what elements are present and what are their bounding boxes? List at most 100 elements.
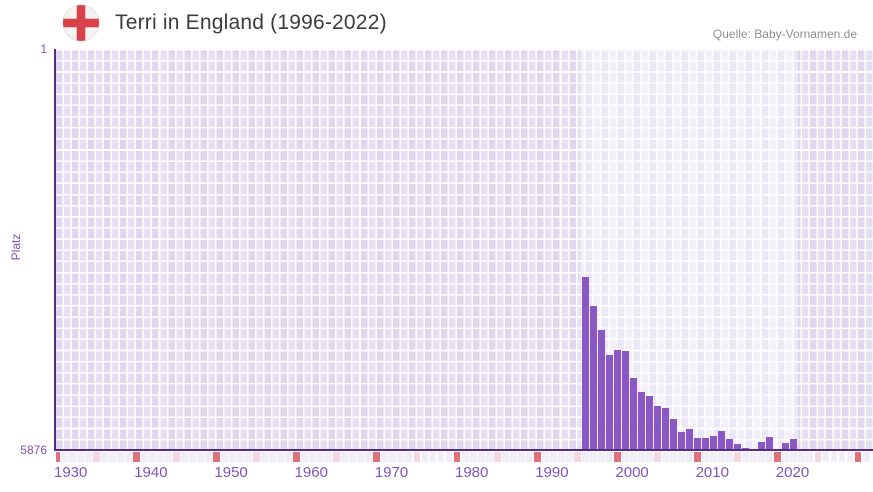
y-axis-tick-bottom: 5876	[20, 443, 47, 457]
year-cell-1939	[124, 452, 132, 462]
bar-2003[interactable]	[638, 392, 645, 450]
year-cell-1935	[92, 452, 100, 462]
year-cell-2007	[670, 452, 678, 462]
year-cell-2009	[686, 452, 694, 462]
year-cell-1991	[541, 452, 549, 462]
year-cell-1944	[164, 452, 172, 462]
year-cell-1965	[333, 452, 341, 462]
year-cell-2006	[662, 452, 669, 462]
bar-2000[interactable]	[614, 350, 621, 450]
year-cell-1943	[156, 452, 164, 462]
year-cell-1974	[405, 452, 413, 462]
year-cell-1994	[565, 452, 573, 462]
year-cell-1936	[100, 452, 108, 462]
year-cell-1949	[204, 452, 212, 462]
year-cell-1960	[293, 452, 301, 462]
bar-2004[interactable]	[646, 395, 653, 450]
year-cell-2017	[750, 452, 758, 462]
year-cell-1931	[60, 452, 68, 462]
year-cell-1973	[397, 452, 405, 462]
bar-1998[interactable]	[597, 330, 605, 450]
bar-2018[interactable]	[758, 442, 766, 450]
year-cell-2022	[790, 452, 798, 462]
bar-2002[interactable]	[630, 378, 637, 450]
year-cell-1997	[589, 452, 597, 462]
year-cell-2026	[822, 452, 830, 462]
year-cell-1946	[180, 452, 188, 462]
year-cell-2018	[758, 452, 766, 462]
year-cell-1971	[381, 452, 389, 462]
y-axis-tick-top: 1	[40, 42, 47, 56]
year-cell-1975	[413, 452, 421, 462]
x-axis-tick-2020: 2020	[775, 464, 810, 481]
year-cell-1999	[605, 452, 613, 462]
year-cell-1957	[269, 452, 277, 462]
y-axis-line	[54, 49, 56, 451]
bars-layer	[56, 49, 873, 450]
year-cell-2012	[710, 452, 718, 462]
year-cell-1930	[56, 452, 60, 462]
x-axis-tick-1940: 1940	[134, 464, 168, 481]
year-cell-2020	[774, 452, 782, 462]
x-axis-tick-1990: 1990	[535, 464, 569, 481]
bar-2015[interactable]	[734, 444, 742, 450]
bar-2019[interactable]	[766, 437, 774, 450]
x-axis-tick-1960: 1960	[294, 464, 328, 481]
x-axis-tick-1930: 1930	[54, 464, 88, 481]
bar-2011[interactable]	[702, 438, 710, 450]
source-credit: Quelle: Baby-Vornamen.de	[712, 27, 857, 41]
bar-2014[interactable]	[726, 439, 734, 450]
year-cell-2014	[726, 452, 734, 462]
year-cell-1953	[237, 452, 244, 462]
year-cell-1979	[445, 452, 453, 462]
bar-2007[interactable]	[670, 419, 678, 450]
bar-2012[interactable]	[710, 435, 718, 450]
year-cell-2000	[614, 452, 621, 462]
year-cell-1984	[485, 452, 493, 462]
bar-2013[interactable]	[718, 430, 726, 450]
year-cell-2019	[766, 452, 774, 462]
year-cell-1952	[229, 452, 236, 462]
bar-2005[interactable]	[654, 405, 661, 450]
year-cell-1963	[317, 452, 325, 462]
year-cell-2001	[622, 452, 629, 462]
year-cell-1942	[148, 452, 156, 462]
bar-2008[interactable]	[678, 432, 686, 450]
year-cell-1968	[357, 452, 365, 462]
bar-1997[interactable]	[589, 305, 597, 450]
year-cell-1950	[213, 452, 220, 462]
year-cell-1978	[437, 452, 445, 462]
bar-2021[interactable]	[782, 443, 790, 450]
year-cell-1962	[309, 452, 317, 462]
year-cell-2008	[678, 452, 686, 462]
year-cell-2021	[782, 452, 790, 462]
y-axis-label: Platz	[9, 233, 23, 261]
year-cell-2011	[702, 452, 710, 462]
bar-1999[interactable]	[605, 355, 613, 450]
year-cell-1937	[108, 452, 116, 462]
bar-2009[interactable]	[686, 428, 694, 450]
bar-2006[interactable]	[662, 407, 669, 450]
year-cell-1988	[517, 452, 525, 462]
england-flag-icon	[62, 4, 100, 42]
year-cell-2031	[862, 452, 870, 462]
year-cell-1986	[501, 452, 509, 462]
x-axis-tick-1980: 1980	[455, 464, 489, 481]
year-cell-1969	[365, 452, 373, 462]
bar-2010[interactable]	[694, 438, 702, 450]
bar-2022[interactable]	[790, 439, 798, 450]
year-cell-1987	[509, 452, 517, 462]
year-cell-1951	[221, 452, 228, 462]
bar-2001[interactable]	[622, 351, 629, 450]
year-cell-1958	[277, 452, 285, 462]
year-cell-1985	[493, 452, 501, 462]
year-cell-1933	[76, 452, 84, 462]
x-axis-tick-1950: 1950	[214, 464, 248, 481]
year-cell-2024	[806, 452, 814, 462]
x-axis-tick-2000: 2000	[615, 464, 649, 481]
year-cell-2030	[854, 452, 862, 462]
year-cell-1970	[373, 452, 381, 462]
year-cell-2025	[814, 452, 822, 462]
bar-1996[interactable]	[581, 276, 589, 450]
